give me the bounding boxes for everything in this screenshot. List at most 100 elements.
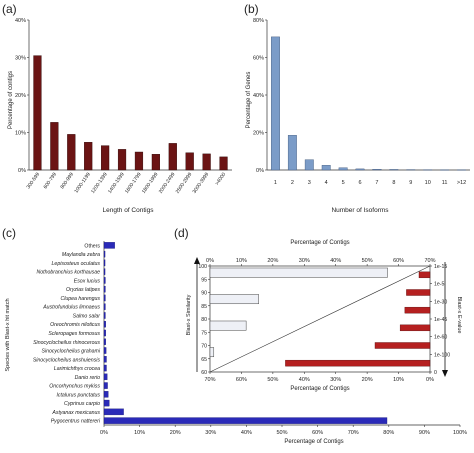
c-bar [104, 277, 105, 283]
a-bar [50, 122, 58, 170]
c-bar [104, 242, 115, 248]
c-bar [104, 260, 105, 266]
c-y-tick-label: Ictalurus punctatus [56, 392, 100, 398]
c-bar [104, 365, 106, 371]
d-left-tick-label: 70 [201, 344, 207, 350]
c-y-tick-label: Lepisosteus oculatus [52, 261, 101, 267]
c-y-tick-label: Esox lucius [74, 278, 101, 284]
a-y-tick-label: 30% [15, 56, 26, 62]
c-y-tick-label: Others [84, 243, 100, 249]
c-bar [104, 339, 106, 345]
a-bar [84, 142, 92, 170]
d-similarity-bar [210, 268, 388, 277]
d-left-tick-label: 95 [201, 277, 207, 283]
d-left-tick-label: 75 [201, 330, 207, 336]
d-top-tick-label: 10% [236, 258, 247, 264]
panel-label-c: (c) [2, 226, 16, 240]
c-bar [104, 400, 109, 406]
c-y-tick-label: Sinocyclocheilus rhinocerous [33, 340, 100, 346]
c-bar [104, 356, 106, 362]
c-x-tick-label: 90% [419, 430, 430, 436]
d-bottom-tick-label: 50% [267, 377, 278, 383]
d-evalue-bar [375, 343, 430, 349]
d-bottom-tick-label: 70% [204, 377, 215, 383]
b-bar [288, 135, 296, 170]
c-y-tick-label: Cyprinus carpio [64, 401, 100, 407]
c-y-tick-label: Astyanax mexicanus [51, 410, 100, 416]
d-top-tick-label: 50% [362, 258, 373, 264]
d-top-tick-label: 60% [393, 258, 404, 264]
panel-label-b: (b) [244, 2, 259, 16]
a-x-tick-label: 800-999 [59, 172, 75, 191]
c-x-tick-label: 40% [241, 430, 252, 436]
d-bottom-tick-label: 60% [236, 377, 247, 383]
d-left-axis-title: Blast-x Similarity [186, 294, 192, 335]
c-y-tick-label: Oncorhynchus mykiss [49, 384, 100, 390]
d-top-tick-label: 20% [267, 258, 278, 264]
d-bottom-tick-label: 30% [330, 377, 341, 383]
b-x-axis-title: Number of Isoforms [331, 207, 389, 214]
d-right-arrow-head [442, 370, 448, 377]
b-x-tick-label: >12 [457, 180, 466, 186]
c-y-tick-label: Scleropages formosus [48, 331, 100, 337]
a-bar [101, 146, 109, 170]
b-y-tick-label: 60% [253, 56, 264, 62]
panel-label-d: (d) [174, 226, 189, 240]
c-bar [104, 321, 106, 327]
d-left-tick-label: 100 [198, 264, 207, 270]
a-bar [169, 143, 177, 170]
a-x-tick-label: 3000-3999 [192, 172, 211, 195]
c-y-tick-label: Austrofundulus limnaeus [42, 305, 100, 311]
a-bar [203, 154, 211, 170]
c-x-tick-label: 20% [170, 430, 181, 436]
c-y-tick-label: Salmo salar [73, 313, 101, 319]
a-bar [67, 134, 75, 170]
d-left-tick-label: 60 [201, 370, 207, 376]
d-left-arrow-head [194, 257, 200, 264]
b-x-tick-label: 8 [392, 180, 395, 186]
b-x-tick-label: 3 [308, 180, 311, 186]
d-left-tick-label: 65 [201, 357, 207, 363]
d-top-tick-label: 40% [330, 258, 341, 264]
b-x-tick-label: 1 [274, 180, 277, 186]
c-bar [104, 383, 108, 389]
c-y-tick-label: Oreochromis niloticus [50, 322, 100, 328]
b-bar [271, 37, 279, 170]
c-x-axis-title: Percentage of Contigs [284, 439, 343, 445]
a-x-tick-label: 300-599 [26, 172, 42, 191]
d-evalue-bar [285, 360, 430, 366]
c-bar [104, 347, 106, 353]
d-right-axis-title: Blast-x E-value [456, 297, 462, 334]
c-bar [104, 330, 106, 336]
d-right-tick-label: 1e-5 [434, 282, 444, 288]
c-bar [104, 286, 105, 292]
c-y-tick-label: Larimichthys crocea [54, 366, 100, 372]
c-y-tick-label: Danio rerio [75, 375, 100, 381]
c-x-tick-label: 80% [383, 430, 394, 436]
b-bar [373, 169, 381, 170]
b-x-tick-label: 2 [291, 180, 294, 186]
d-bottom-tick-label: 20% [362, 377, 373, 383]
c-bar [104, 269, 105, 275]
b-bar [356, 169, 364, 170]
b-y-tick-label: 40% [253, 93, 264, 99]
c-x-tick-label: 10% [134, 430, 145, 436]
c-x-tick-label: 60% [312, 430, 323, 436]
c-x-tick-label: 50% [276, 430, 287, 436]
d-left-tick-label: 80 [201, 317, 207, 323]
b-bar [305, 160, 313, 170]
d-evalue-bar [405, 307, 430, 313]
c-y-axis-title: Species with Blast-x hit match [5, 298, 11, 371]
c-bar [104, 391, 108, 397]
b-y-axis-title: Percentage of Genes [246, 72, 252, 129]
a-y-tick-label: 20% [15, 93, 26, 99]
a-x-tick-label: 600-799 [43, 172, 59, 191]
d-left-tick-label: 90 [201, 291, 207, 297]
c-bar [104, 312, 105, 318]
a-y-tick-label: 0% [18, 168, 26, 174]
c-y-tick-label: Clupea harengus [60, 296, 100, 302]
d-bottom-tick-label: 0% [426, 377, 434, 383]
d-bottom-tick-label: 40% [299, 377, 310, 383]
